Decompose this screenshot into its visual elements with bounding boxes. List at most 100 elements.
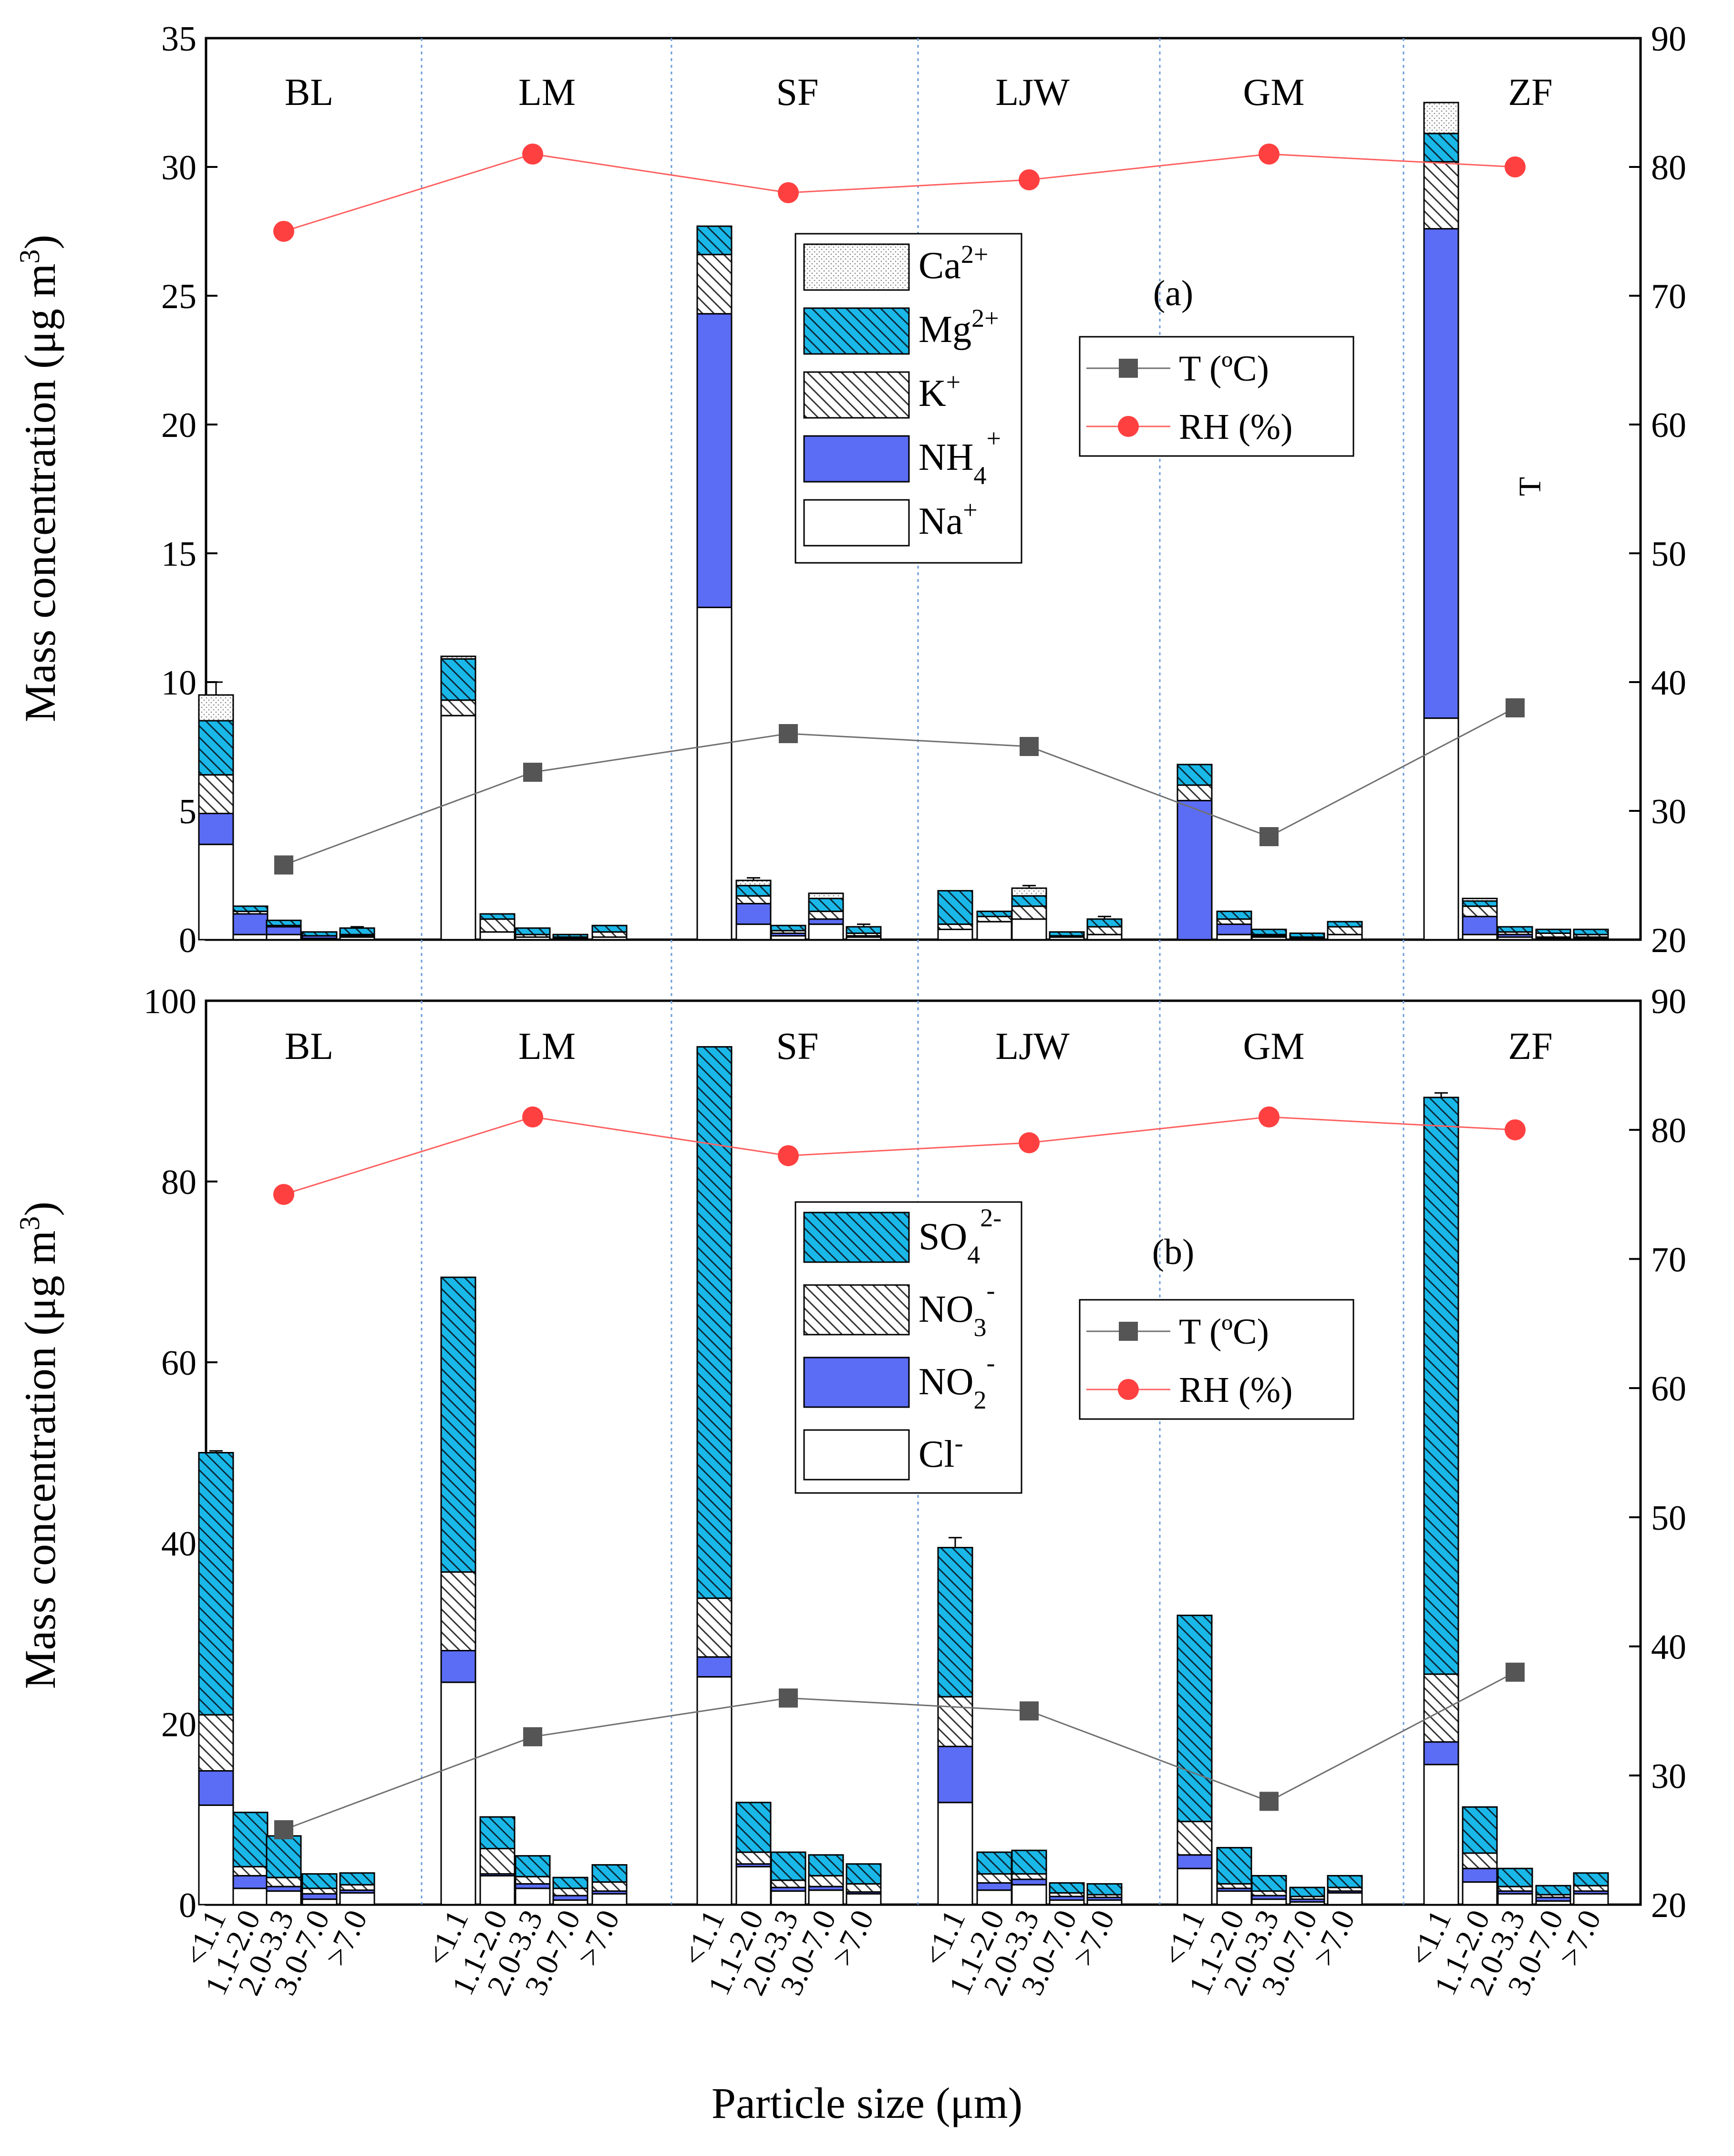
bar-segment (696, 225, 733, 256)
site-label: BL (285, 72, 333, 114)
ion-superscript: - (955, 1429, 963, 1457)
bar-segment (1086, 926, 1123, 935)
site-label: LM (518, 72, 576, 114)
bar-segment (770, 1890, 806, 1906)
bar-segment (1216, 911, 1252, 920)
bar-segment (1423, 1763, 1459, 1906)
bar-segment (339, 927, 375, 935)
bar-segment (515, 927, 551, 935)
line-legend-label: T (ºC) (1179, 1312, 1269, 1352)
bar-segment (301, 931, 338, 937)
bar-segment (1535, 1885, 1571, 1896)
ion-name: Ca (919, 245, 961, 287)
temperature-marker (1506, 698, 1525, 717)
bar-segment (937, 890, 973, 925)
rh-line (283, 1116, 1516, 1195)
site-label: GM (1243, 1026, 1305, 1068)
bar-segment (301, 1893, 338, 1900)
bar-segment (1327, 921, 1363, 928)
site-label: LJW (995, 1026, 1070, 1068)
bar-segment (1177, 799, 1213, 941)
bar-segment (1177, 1615, 1213, 1823)
bar-segment (696, 313, 733, 608)
bar-segment (696, 254, 733, 315)
bar-segment (479, 1816, 516, 1850)
bar-segment (1573, 928, 1609, 935)
bar-segment (1327, 926, 1363, 935)
rh-marker (778, 182, 799, 203)
bar-segment (1423, 1097, 1459, 1675)
temperature-marker (1259, 1792, 1279, 1811)
bar-segment (232, 1812, 268, 1867)
rh-marker (1505, 156, 1526, 177)
ion-legend-label: NO2- (919, 1348, 995, 1414)
panel-label: (a) (1153, 273, 1193, 313)
bar-segment (266, 1876, 302, 1887)
y-left-tick-label: 20 (161, 406, 196, 445)
ion-legend-label: NO3- (919, 1276, 995, 1342)
bar-segment (1573, 1872, 1609, 1886)
x-tick-label: >7.0 (1552, 1905, 1608, 1971)
line-legend-label: T (ºC) (1179, 349, 1269, 389)
bar-segment (301, 1887, 338, 1895)
rh-marker (1019, 169, 1040, 190)
rh-marker (1019, 1132, 1040, 1153)
bar-segment (232, 1875, 268, 1889)
line-legend-square-marker (1119, 359, 1138, 378)
ion-legend-swatch (803, 243, 910, 291)
line-legend-circle-marker (1118, 416, 1139, 437)
rh-marker (1259, 144, 1280, 165)
ion-legend-label: Cl- (919, 1429, 963, 1475)
bar-segment (266, 1890, 302, 1906)
temperature-marker (779, 1688, 798, 1708)
x-tick-label: >7.0 (319, 1905, 374, 1971)
ion-superscript: - (987, 1348, 995, 1377)
line-legend-circle-marker (1118, 1379, 1139, 1400)
rh-marker (522, 144, 543, 165)
bar-segment (479, 913, 516, 920)
bar-segment (591, 931, 628, 938)
bar-segment (591, 924, 628, 933)
y-axis-label-b: Mass concentration (μg m3) (14, 1202, 64, 1689)
bar-segment (198, 694, 234, 722)
bar-segment (1251, 1875, 1287, 1892)
bar-segment (696, 1597, 733, 1658)
bar-segment (735, 1802, 772, 1853)
site-label: ZF (1508, 1026, 1552, 1068)
ion-legend-swatch (803, 371, 910, 419)
temperature-marker (523, 763, 542, 782)
bar-segment (735, 885, 772, 897)
bar-segment (808, 892, 844, 900)
bar-segment (266, 926, 302, 935)
y-left-tick-label: 20 (161, 1705, 196, 1744)
ion-superscript: - (987, 1276, 995, 1305)
y-right-tick-label: 20 (1651, 921, 1686, 960)
site-label: ZF (1508, 72, 1552, 114)
x-tick-label: >7.0 (1066, 1905, 1122, 1971)
bar-segment (232, 905, 268, 912)
bar-segment (1011, 887, 1047, 897)
bar-segment (1177, 764, 1213, 786)
bar-segment (266, 920, 302, 926)
ion-name: NO (919, 1361, 974, 1403)
bar-segment (198, 1770, 234, 1806)
bar-segment (937, 928, 973, 941)
panel-a: 0 5 10 15 20 25 30 35 20 30 40 50 60 70 80 90 BL LM SF LJW G… (161, 20, 1686, 1001)
rh-marker (522, 1106, 543, 1128)
bar-segment (1423, 1673, 1459, 1743)
y-left-tick-label: 10 (161, 663, 196, 703)
y-right-tick-label: 20 (1651, 1886, 1686, 1925)
bar-segment (440, 658, 476, 701)
bar-segment (1462, 1881, 1498, 1906)
ion-superscript: + (987, 424, 1001, 453)
bar-segment (808, 1875, 844, 1887)
bar-segment (1086, 918, 1123, 928)
ion-name: Cl (919, 1433, 955, 1475)
bar-segment (808, 918, 844, 925)
ion-name: NO (919, 1288, 974, 1330)
bar-segment (1251, 1898, 1287, 1906)
rh-marker (1259, 1106, 1280, 1128)
rh-marker (1505, 1119, 1526, 1140)
bar-segment (735, 923, 772, 941)
